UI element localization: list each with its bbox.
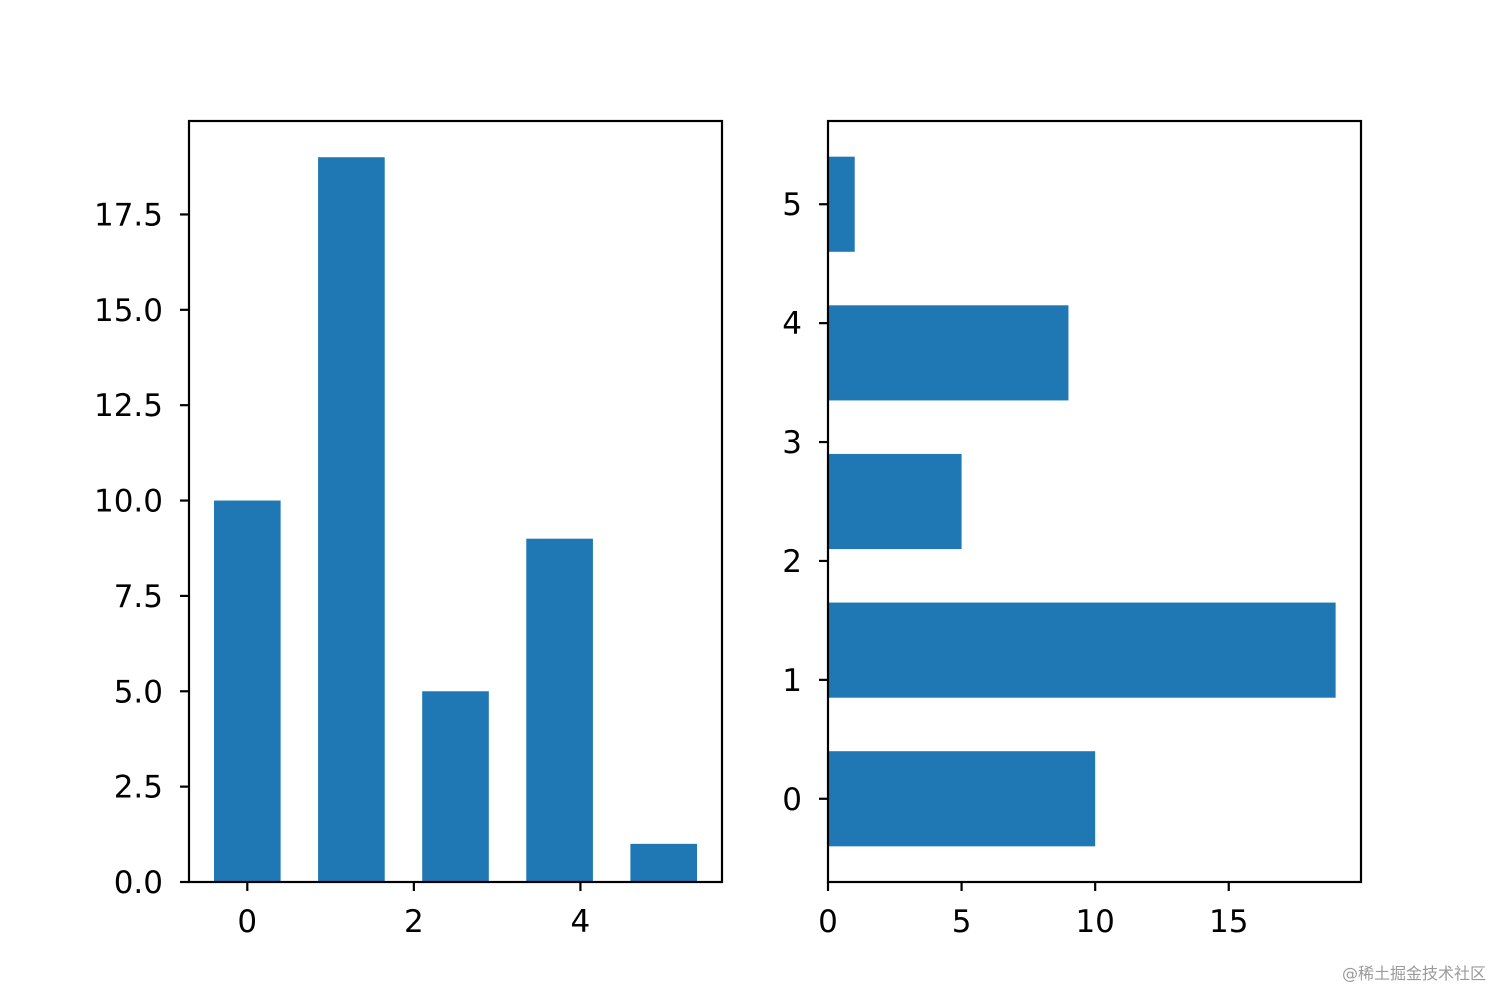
hbar-0 [828, 751, 1096, 847]
x-tick-label: 0 [818, 904, 838, 940]
y-tick-label: 12.5 [94, 388, 163, 424]
x-tick-label: 15 [1209, 904, 1248, 940]
hbar-1 [828, 602, 1336, 698]
bar-2 [422, 691, 489, 882]
y-tick-label: 1 [782, 663, 802, 699]
y-tick-label: 0.0 [114, 865, 163, 901]
hbar-3 [828, 305, 1069, 401]
watermark-text: @稀土掘金技术社区 [1341, 964, 1486, 983]
bar-3 [526, 538, 593, 882]
x-tick-label: 10 [1075, 904, 1114, 940]
y-tick-label: 2.5 [114, 770, 163, 806]
x-tick-label: 5 [952, 904, 972, 940]
y-tick-label: 5.0 [114, 674, 163, 710]
y-tick-label: 10.0 [94, 484, 163, 520]
y-tick-label: 2 [782, 544, 802, 580]
x-tick-label: 2 [404, 904, 424, 940]
right-barh-chart: 0 5 10 15 0 1 2 3 4 5 [782, 119, 1363, 940]
y-tick-label: 7.5 [114, 579, 163, 615]
hbar-4 [828, 156, 855, 252]
y-tick-label: 17.5 [94, 197, 163, 233]
x-tick-label: 0 [237, 904, 257, 940]
y-tick-label: 15.0 [94, 293, 163, 329]
x-tick-label: 4 [571, 904, 591, 940]
bar-4 [630, 843, 698, 882]
hbar-2 [828, 453, 962, 550]
y-tick-label: 5 [782, 187, 802, 223]
y-tick-label: 0 [782, 782, 802, 818]
y-tick-label: 3 [782, 425, 802, 461]
y-tick-label: 4 [782, 306, 802, 342]
left-bar-chart: 0 2 4 0.0 2.5 5.0 7.5 10.0 12.5 15.0 17.5 [94, 119, 724, 940]
bar-1 [318, 157, 385, 882]
bar-0 [213, 500, 281, 882]
